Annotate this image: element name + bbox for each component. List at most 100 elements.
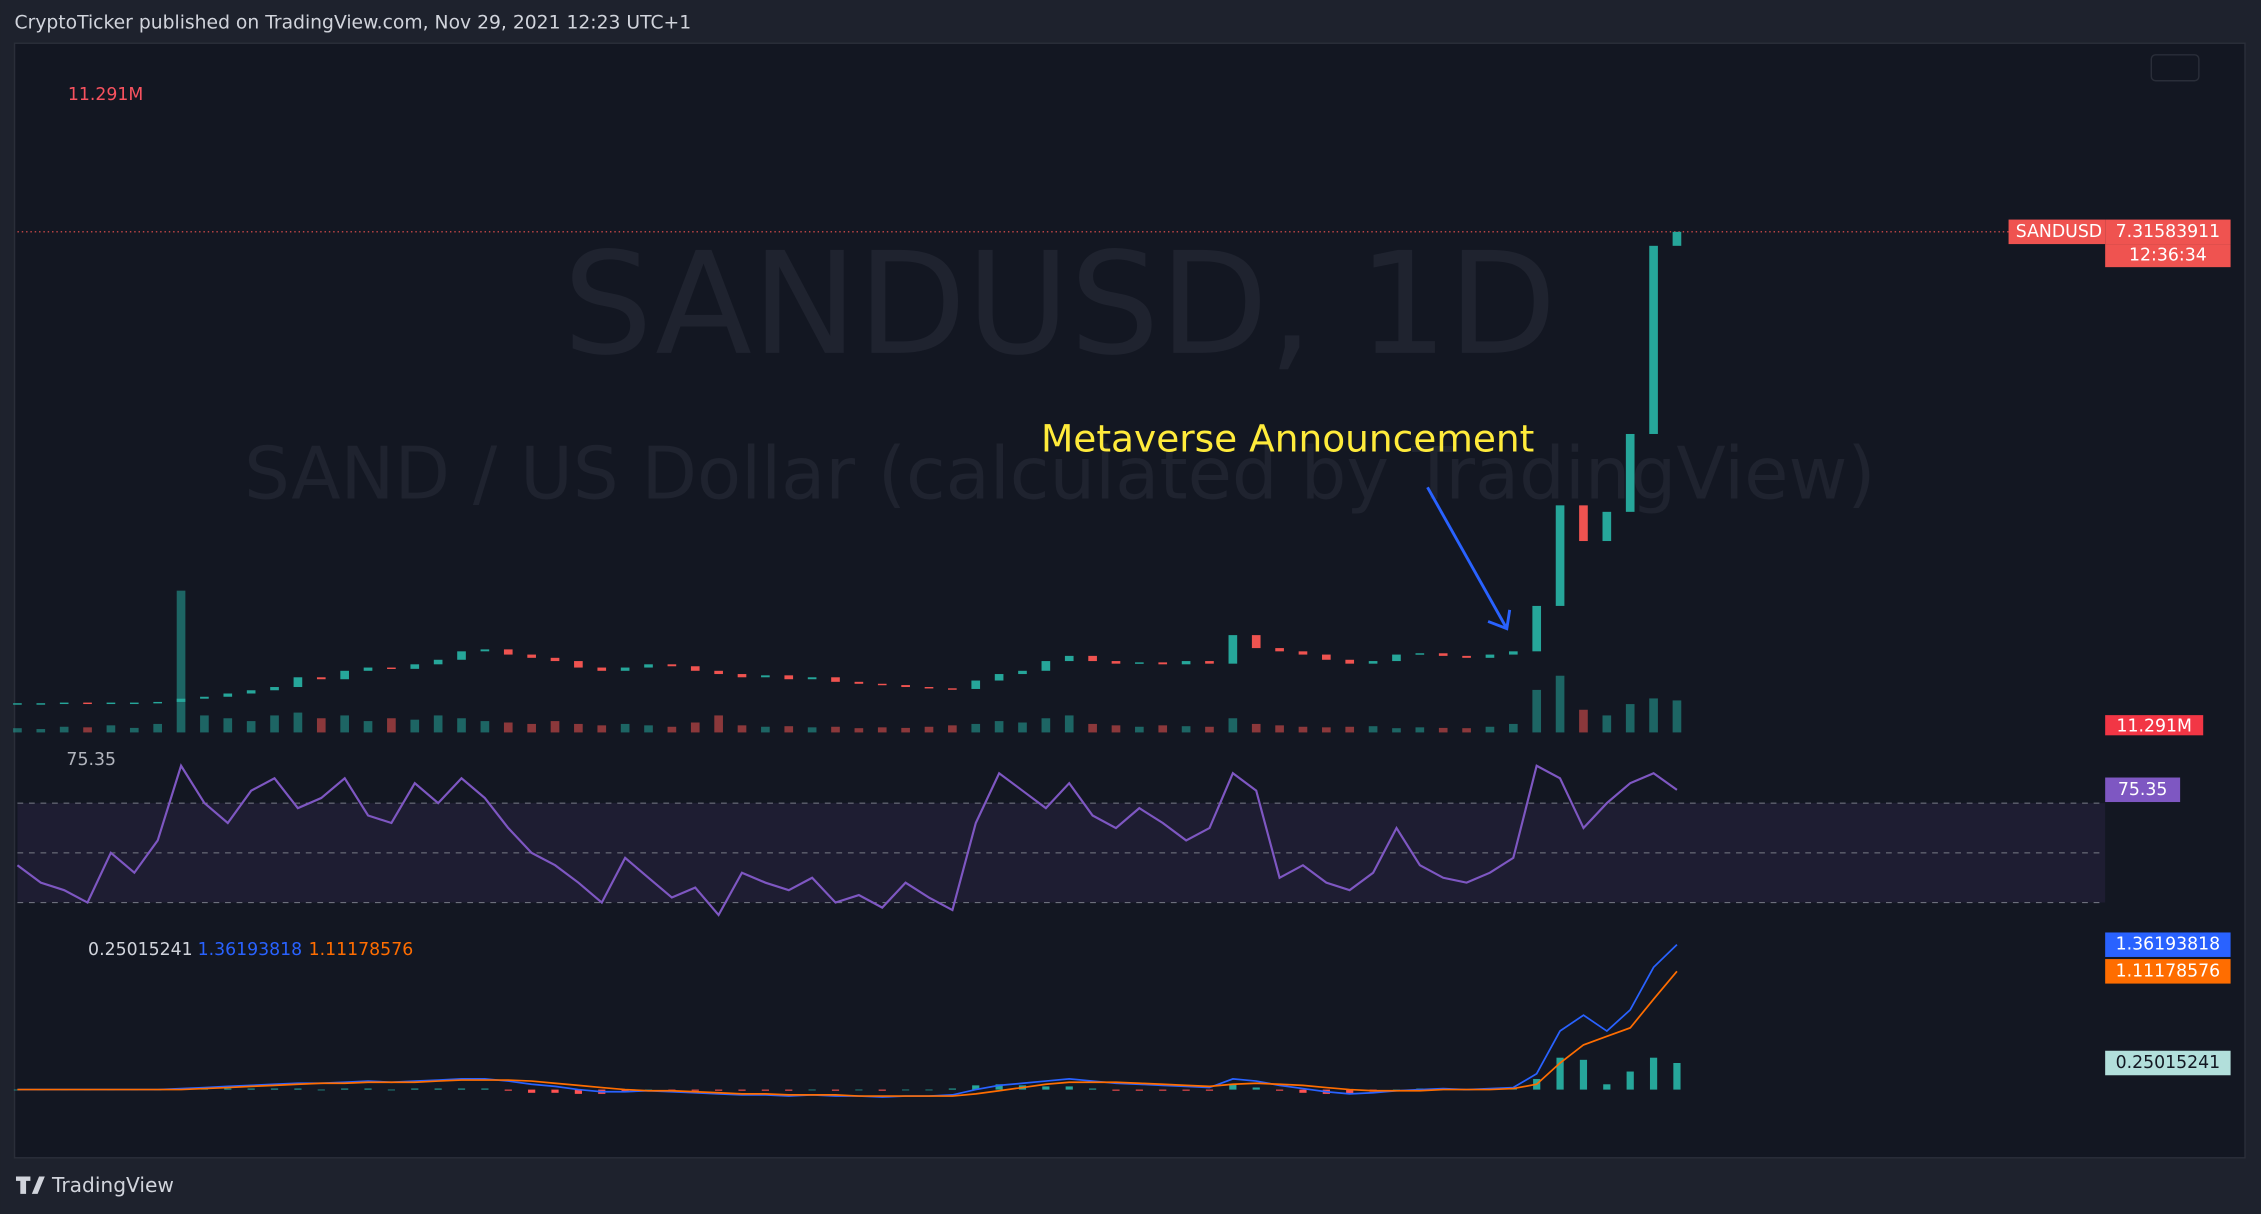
volume-bar	[387, 718, 396, 733]
candle	[387, 667, 396, 669]
candle	[1555, 505, 1565, 606]
histogram-bar	[1603, 1084, 1611, 1090]
volume-bar	[644, 725, 653, 733]
volume-bar	[1532, 689, 1542, 733]
rsi-label: 75.35	[2118, 780, 2168, 800]
volume-bar	[503, 722, 513, 733]
volume-bar	[807, 727, 817, 733]
watermark-description: SAND / US Dollar (calculated by TradingV…	[244, 433, 1875, 517]
histogram-bar	[364, 1088, 372, 1090]
histogram-bar	[1626, 1071, 1634, 1090]
candle	[1298, 651, 1308, 655]
candle	[1322, 654, 1331, 660]
histogram-bar	[387, 1089, 396, 1091]
candle	[1228, 635, 1238, 664]
histogram-bar	[1065, 1086, 1073, 1090]
macd-label-box	[2105, 959, 2231, 984]
volume-bar	[36, 729, 46, 733]
volume-bar	[948, 725, 957, 733]
histogram-bar	[504, 1089, 512, 1091]
candle	[1088, 655, 1097, 662]
symbol-label: SANDUSD	[2016, 222, 2102, 242]
volume-bar	[1625, 704, 1635, 733]
candle	[1345, 659, 1355, 664]
macd-label: 1.36193818	[2116, 935, 2221, 955]
volume-bar	[200, 715, 209, 733]
toolbar-button[interactable]	[2150, 54, 2200, 82]
candle	[690, 666, 700, 671]
volume-bar	[1485, 726, 1495, 733]
histogram-bar	[1089, 1088, 1097, 1090]
candle	[340, 670, 349, 680]
volume-bar	[246, 721, 256, 733]
histogram-label-box	[2105, 1050, 2231, 1076]
volume-bar	[737, 725, 747, 733]
histogram-bar	[855, 1089, 863, 1091]
volume-bar	[1018, 722, 1027, 733]
candle	[644, 664, 653, 668]
candle	[83, 702, 92, 705]
last-price-label-box	[2105, 219, 2231, 245]
volume-bar	[1649, 698, 1658, 733]
histogram-bar	[1649, 1057, 1658, 1090]
histogram-bar	[1579, 1059, 1588, 1090]
histogram-bar	[1159, 1089, 1167, 1091]
candle	[1275, 648, 1284, 652]
volume-bar	[153, 723, 162, 733]
histogram-bar	[972, 1085, 980, 1090]
candle	[36, 703, 46, 705]
histogram-bar	[691, 1089, 699, 1091]
volume-bar	[1672, 700, 1682, 733]
volume-bar	[1415, 727, 1425, 733]
volume-bar	[1345, 726, 1355, 733]
histogram-bar	[294, 1088, 302, 1090]
candle	[1485, 654, 1495, 658]
volume-bar	[293, 712, 303, 733]
histogram-bar	[1299, 1089, 1307, 1093]
candle	[1415, 653, 1425, 655]
candle	[1064, 655, 1074, 662]
volume-bar	[714, 715, 723, 733]
histogram-bar	[528, 1089, 536, 1093]
brand: TradingView	[51, 1173, 174, 1197]
candle	[807, 677, 817, 680]
candle	[457, 651, 466, 660]
candle	[1368, 661, 1378, 664]
macd-line	[17, 970, 1678, 1097]
candle	[1135, 662, 1144, 664]
volume-bar	[597, 725, 607, 733]
histogram-bar	[621, 1089, 629, 1092]
candle	[1205, 661, 1214, 664]
histogram-bar	[925, 1089, 933, 1091]
histogram-bar	[574, 1089, 582, 1094]
candle	[433, 659, 443, 665]
volume-bar	[620, 723, 630, 733]
candle	[948, 688, 957, 690]
histogram-bar	[1346, 1089, 1354, 1094]
candle	[784, 675, 794, 680]
candle	[620, 667, 630, 671]
countdown-box	[2105, 244, 2231, 268]
candle	[1462, 655, 1471, 658]
candle	[1111, 661, 1121, 664]
candle	[714, 670, 723, 675]
candle	[293, 677, 303, 688]
histogram-bar	[1229, 1084, 1237, 1090]
histogram-bar	[411, 1088, 419, 1090]
histogram-bar	[224, 1088, 232, 1090]
candle	[1532, 605, 1542, 652]
publisher-header: CryptoTicker published on TradingView.co…	[15, 13, 692, 34]
candle	[1649, 245, 1658, 434]
volume-bar	[667, 726, 677, 733]
volume-bar	[129, 727, 139, 733]
histogram-bar	[1182, 1089, 1190, 1091]
volume-bar	[1462, 728, 1471, 733]
histogram-bar	[785, 1089, 793, 1091]
candle	[503, 649, 513, 655]
histogram-bar	[270, 1088, 279, 1090]
macd-label: 1.11178576	[2116, 961, 2221, 981]
volume-bar	[1181, 726, 1191, 733]
candle	[831, 677, 840, 682]
histogram-bar	[1042, 1086, 1050, 1090]
